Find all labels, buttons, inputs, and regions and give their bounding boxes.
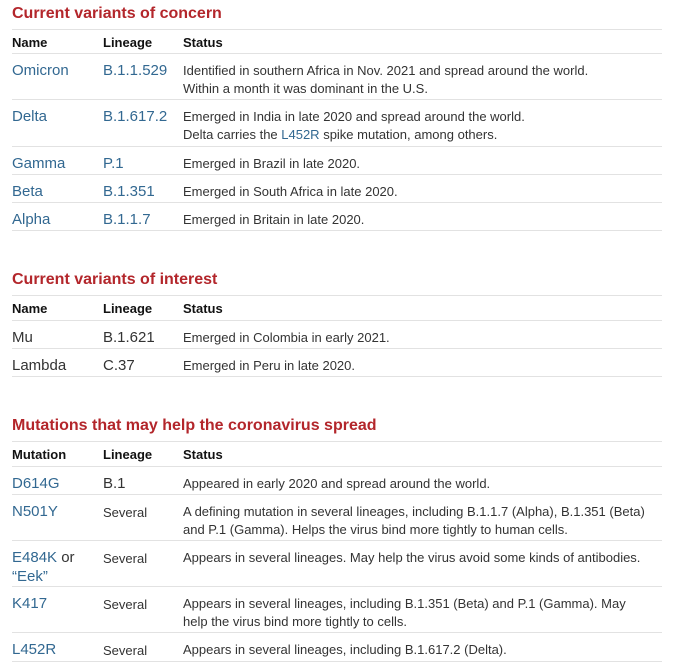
lineage-link[interactable]: B.1.351 [103, 183, 155, 200]
table-row: N501Y Several A defining mutation in sev… [12, 494, 662, 540]
lineage-link[interactable]: B.1.617.2 [103, 108, 168, 125]
table-row: Lambda C.37 Emerged in Peru in late 2020… [12, 348, 662, 377]
status-line: Within a month it was dominant in the U.… [183, 81, 428, 96]
lineage: B.1 [103, 475, 126, 492]
status-fragment: spike mutation, among others. [319, 127, 498, 142]
header-name: Name [12, 301, 48, 316]
status-line: and P.1 (Gamma). Helps the virus bind mo… [183, 522, 568, 537]
status-text: Identified in southern Africa in Nov. 20… [183, 62, 661, 98]
status-text: Emerged in Colombia in early 2021. [183, 330, 390, 345]
variant-name-link[interactable]: Omicron [12, 62, 69, 79]
table-row: Mu B.1.621 Emerged in Colombia in early … [12, 320, 662, 348]
table-row: Alpha B.1.1.7 Emerged in Britain in late… [12, 202, 662, 231]
status-text: Emerged in Brazil in late 2020. [183, 156, 361, 171]
variant-name-link[interactable]: Delta [12, 108, 48, 125]
header-mutation: Mutation [12, 447, 67, 462]
mutation-name-link[interactable]: D614G [12, 475, 60, 492]
status-line: Delta carries the L452R spike mutation, … [183, 126, 661, 144]
interest-header-row: Name Lineage Status [12, 295, 662, 320]
lineage-link[interactable]: B.1.1.7 [103, 211, 151, 228]
variant-name-link[interactable]: Gamma [12, 155, 66, 172]
table-row: L452R Several Appears in several lineage… [12, 632, 662, 662]
variant-name: Mu [12, 329, 33, 346]
lineage-link[interactable]: B.1.1.529 [103, 62, 168, 79]
mutation-nickname-link[interactable]: “Eek” [12, 568, 48, 585]
header-status: Status [183, 301, 223, 316]
variant-name: Lambda [12, 357, 67, 374]
header-lineage: Lineage [103, 35, 153, 50]
status-text: Emerged in South Africa in late 2020. [183, 184, 398, 199]
status-text: Emerged in India in late 2020 and spread… [183, 108, 661, 144]
table-row: Beta B.1.351 Emerged in South Africa in … [12, 174, 662, 202]
lineage-link[interactable]: P.1 [103, 155, 124, 172]
concern-header-row: Name Lineage Status [12, 29, 662, 54]
mutations-title: Mutations that may help the coronavirus … [12, 417, 377, 434]
lineage: B.1.621 [103, 329, 155, 346]
table-row: Delta B.1.617.2 Emerged in India in late… [12, 99, 662, 146]
lineage: Several [103, 643, 148, 658]
mutation-name-link[interactable]: K417 [12, 595, 48, 612]
table-row: K417 Several Appears in several lineages… [12, 586, 662, 632]
table-row: Gamma P.1 Emerged in Brazil in late 2020… [12, 146, 662, 174]
table-row: D614G B.1 Appeared in early 2020 and spr… [12, 466, 662, 494]
mutation-name-link[interactable]: E484K [12, 549, 58, 566]
status-text: Appears in several lineages, including B… [183, 595, 661, 631]
mutation-link[interactable]: L452R [281, 127, 320, 142]
name-suffix: or [57, 549, 75, 566]
lineage: Several [103, 551, 148, 566]
header-name: Name [12, 35, 48, 50]
status-text: Appeared in early 2020 and spread around… [183, 476, 491, 491]
status-line: Emerged in India in late 2020 and spread… [183, 109, 525, 124]
lineage: Several [103, 597, 148, 612]
variant-name-link[interactable]: Alpha [12, 211, 51, 228]
header-status: Status [183, 447, 223, 462]
status-line: A defining mutation in several lineages,… [183, 504, 645, 519]
header-lineage: Lineage [103, 447, 153, 462]
mutations-header-row: Mutation Lineage Status [12, 441, 662, 466]
status-line: Appears in several lineages, including B… [183, 596, 626, 611]
mutation-name-link[interactable]: L452R [12, 641, 57, 658]
table-row: E484K or “Eek” Several Appears in severa… [12, 540, 662, 586]
concern-title: Current variants of concern [12, 5, 222, 22]
status-text: Appears in several lineages. May help th… [183, 550, 641, 565]
status-line: Identified in southern Africa in Nov. 20… [183, 63, 589, 78]
mutation-name-link[interactable]: N501Y [12, 503, 58, 520]
status-line: help the virus bind more tightly to cell… [183, 614, 407, 629]
status-text: Emerged in Peru in late 2020. [183, 358, 355, 373]
interest-title: Current variants of interest [12, 271, 218, 288]
table-row: Omicron B.1.1.529 Identified in southern… [12, 53, 662, 99]
status-text: Appears in several lineages, including B… [183, 642, 507, 657]
status-text: A defining mutation in several lineages,… [183, 503, 661, 539]
mutation-name-cell: E484K or “Eek” [12, 548, 75, 586]
variant-name-link[interactable]: Beta [12, 183, 43, 200]
header-lineage: Lineage [103, 301, 153, 316]
header-status: Status [183, 35, 223, 50]
lineage: C.37 [103, 357, 135, 374]
status-text: Emerged in Britain in late 2020. [183, 212, 365, 227]
status-fragment: Delta carries the [183, 127, 282, 142]
lineage: Several [103, 505, 148, 520]
